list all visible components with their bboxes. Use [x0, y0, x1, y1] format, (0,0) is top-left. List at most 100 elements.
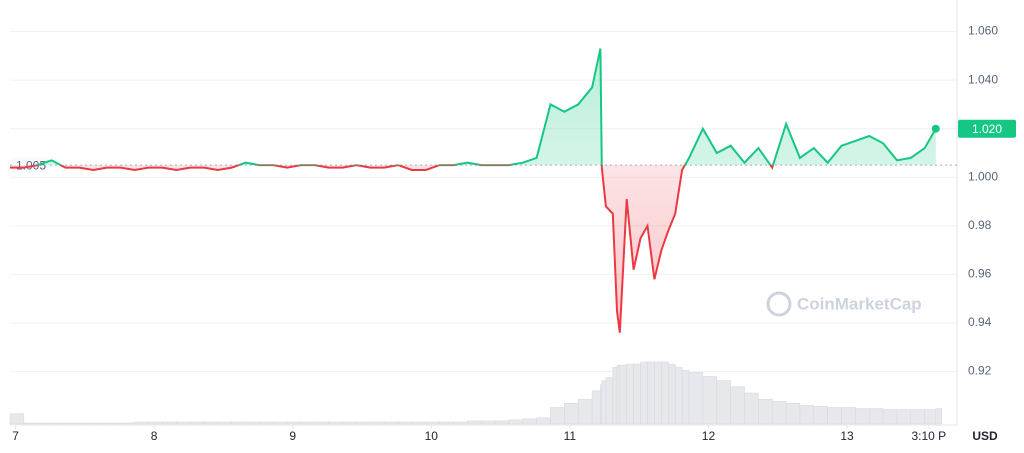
- x-tick-label: 8: [151, 429, 158, 443]
- volume-bar: [342, 421, 357, 425]
- volume-bar: [668, 363, 676, 425]
- volume-bar: [522, 418, 537, 425]
- x-tick-label: 12: [702, 429, 716, 443]
- volume-bar: [356, 421, 371, 425]
- volume-bar: [536, 417, 551, 425]
- volume-bar: [661, 361, 669, 425]
- volume-bar: [92, 422, 108, 425]
- price-badge-label: 1.020: [972, 122, 1002, 136]
- x-tick-label: 9: [289, 429, 296, 443]
- volume-bar: [370, 421, 385, 425]
- volume-bar: [647, 361, 655, 425]
- volume-bar: [439, 421, 454, 425]
- volume-bar: [273, 421, 288, 425]
- area-down: [10, 165, 936, 333]
- volume-bar: [203, 421, 219, 425]
- volume-bar: [688, 372, 704, 425]
- volume-bar: [397, 421, 413, 425]
- volume-bar: [23, 422, 38, 425]
- volume-bar: [882, 409, 898, 425]
- volume-bar: [286, 421, 302, 425]
- volume-bar: [771, 401, 787, 425]
- watermark-text: CoinMarketCap: [797, 294, 922, 313]
- volume-bar: [924, 409, 937, 425]
- volume-bar: [564, 403, 579, 425]
- line-down: [10, 165, 775, 333]
- volume-bar: [674, 366, 683, 425]
- x-tick-label: 11: [564, 429, 577, 443]
- volume-bar: [640, 361, 648, 425]
- volume-bar: [51, 422, 66, 425]
- volume-bar: [65, 422, 80, 425]
- volume-bar: [383, 421, 399, 425]
- volume-bar: [633, 363, 641, 425]
- volume-bar: [935, 408, 943, 425]
- volume-bar: [550, 407, 565, 425]
- volume-bar: [134, 421, 149, 425]
- volume-bar: [868, 408, 884, 425]
- volume-bar: [9, 413, 25, 425]
- x-tick-label: 10: [425, 429, 439, 443]
- volume-bar: [453, 421, 468, 425]
- volume-bar: [605, 377, 614, 425]
- price-badge: [958, 119, 1016, 138]
- volume-bar: [577, 398, 593, 425]
- volume-bar: [245, 421, 260, 425]
- volume-bar: [37, 422, 52, 425]
- volume-bar: [626, 363, 634, 425]
- volume-bar: [480, 420, 496, 425]
- volume-bar: [716, 380, 731, 425]
- y-tick-label: 1.000: [968, 169, 998, 183]
- volume-bar: [896, 409, 912, 425]
- volume-bar: [855, 408, 870, 425]
- volume-bar: [799, 405, 815, 425]
- currency-label: USD: [972, 429, 998, 443]
- volume-bar: [494, 420, 510, 425]
- volume-bar: [758, 398, 773, 425]
- volume-bar: [785, 403, 801, 425]
- volume-bar: [508, 419, 524, 425]
- volume-bar: [176, 421, 191, 425]
- volume-bar: [841, 407, 856, 425]
- volume-bar: [162, 421, 177, 425]
- volume-bar: [744, 392, 759, 425]
- volume-bar: [702, 376, 718, 425]
- volume-bar: [259, 421, 274, 425]
- x-tick-label: 3:10 P: [911, 429, 946, 443]
- volume-bar: [425, 421, 440, 425]
- y-tick-label: 0.96: [968, 267, 992, 281]
- volume-bar: [231, 421, 246, 425]
- volume-bar: [106, 422, 122, 425]
- volume-bar: [328, 421, 343, 425]
- volume-bar: [217, 421, 232, 425]
- volume-bar: [813, 406, 828, 425]
- volume-bar: [591, 390, 601, 425]
- volume-bar: [189, 421, 205, 425]
- volume-bar: [910, 409, 925, 425]
- volume-bar: [601, 380, 607, 425]
- line-up: [31, 48, 937, 166]
- volume-bar: [616, 364, 621, 425]
- volume-bar: [730, 386, 745, 425]
- y-tick-label: 1.060: [968, 24, 998, 38]
- y-tick-label: 0.92: [968, 364, 992, 378]
- volume-bar: [612, 366, 618, 425]
- x-tick-label: 7: [12, 429, 19, 443]
- area-up: [37, 48, 936, 166]
- volume-bar: [411, 421, 427, 425]
- volume-bar: [654, 361, 662, 425]
- volume-bar: [827, 407, 842, 425]
- y-tick-label: 1.040: [968, 72, 998, 86]
- volume-bar: [619, 364, 627, 425]
- last-point: [931, 124, 940, 133]
- watermark: CoinMarketCap: [766, 291, 922, 317]
- volume-bar: [120, 422, 135, 425]
- volume-bar: [300, 421, 316, 425]
- volume-bar: [79, 422, 94, 425]
- volume-bar: [681, 370, 690, 425]
- x-tick-label: 13: [840, 429, 854, 443]
- volume-bar: [467, 420, 482, 425]
- y-tick-label: 0.98: [968, 218, 992, 232]
- volume-bar: [314, 421, 329, 425]
